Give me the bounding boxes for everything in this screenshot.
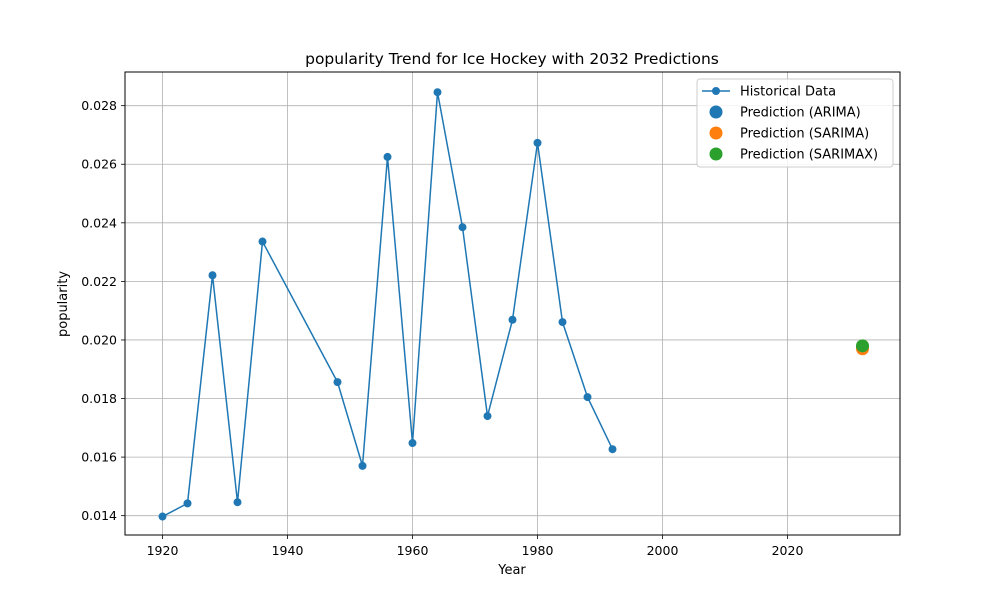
legend-label: Prediction (SARIMAX) xyxy=(740,148,878,163)
y-tick-label: 0.016 xyxy=(81,450,117,465)
x-tick-label: 1960 xyxy=(397,543,429,558)
legend: Historical Data Prediction (ARIMA) Predict… xyxy=(696,78,894,168)
data-point xyxy=(433,88,442,97)
legend-box xyxy=(696,78,894,168)
legend-label: Prediction (ARIMA) xyxy=(740,106,861,121)
data-point xyxy=(383,152,392,161)
data-point xyxy=(258,237,267,246)
legend-marker xyxy=(709,105,723,119)
data-point xyxy=(533,138,542,147)
data-point xyxy=(408,439,417,448)
legend-label: Prediction (SARIMA) xyxy=(740,127,869,142)
data-point xyxy=(183,499,192,508)
prediction-point xyxy=(856,339,869,353)
data-point xyxy=(558,318,567,327)
y-tick-label: 0.020 xyxy=(81,332,117,347)
y-tick-label: 0.028 xyxy=(81,98,117,113)
x-axis-label: Year xyxy=(497,563,526,578)
x-tick-label: 1920 xyxy=(147,543,179,558)
legend-marker xyxy=(709,147,723,161)
y-tick-label: 0.022 xyxy=(81,274,117,289)
data-point xyxy=(233,498,242,507)
y-tick-label: 0.018 xyxy=(81,391,117,406)
data-point xyxy=(483,412,492,421)
data-point xyxy=(158,512,167,521)
data-point xyxy=(508,315,517,324)
y-axis-label: popularity xyxy=(56,271,71,337)
y-tick-label: 0.014 xyxy=(81,508,117,523)
x-tick-label: 2020 xyxy=(772,543,804,558)
data-point xyxy=(208,271,217,280)
data-point xyxy=(458,223,467,232)
chart-title: popularity Trend for Ice Hockey with 203… xyxy=(305,50,719,68)
x-tick-label: 2000 xyxy=(647,543,679,558)
data-point xyxy=(333,378,342,387)
predictions-layer xyxy=(856,339,869,356)
data-point xyxy=(583,393,592,402)
axis-ticks: 1920 1940 1960 1980 2000 2020 0.014 0.016 0.018 0… xyxy=(81,98,803,558)
series-layer xyxy=(158,88,617,521)
data-point xyxy=(608,445,617,454)
y-tick-label: 0.024 xyxy=(81,215,117,230)
data-point xyxy=(358,461,367,470)
legend-label: Historical Data xyxy=(740,85,836,100)
legend-marker xyxy=(709,126,723,140)
legend-marker xyxy=(712,87,720,95)
x-tick-label: 1980 xyxy=(522,543,554,558)
x-tick-label: 1940 xyxy=(272,543,304,558)
plot-frame xyxy=(124,71,901,536)
y-tick-label: 0.026 xyxy=(81,157,117,172)
